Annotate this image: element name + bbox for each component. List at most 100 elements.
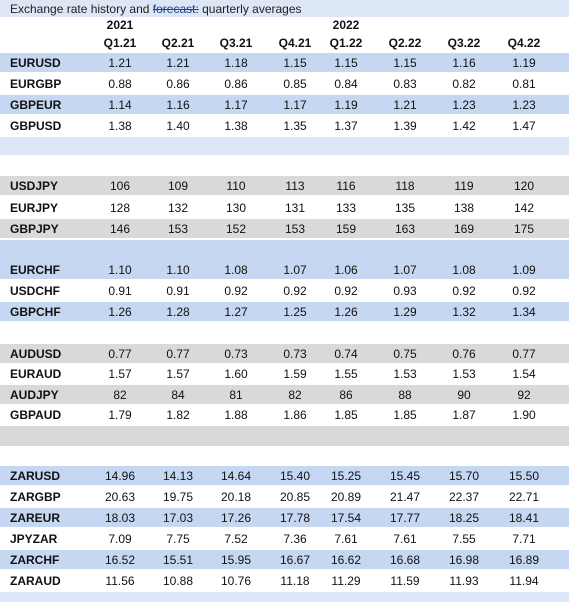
rate-cell: 7.61 <box>393 532 417 546</box>
currency-pair-label: ZARUSD <box>10 469 60 483</box>
rate-cell: 1.21 <box>166 56 190 70</box>
rate-cell: 119 <box>454 179 474 193</box>
rate-cell: 7.36 <box>283 532 307 546</box>
rate-cell: 1.57 <box>108 367 132 381</box>
rate-cell: 0.77 <box>512 347 536 361</box>
rate-cell: 0.74 <box>334 347 358 361</box>
rate-cell: 1.15 <box>283 56 307 70</box>
rate-cell: 0.91 <box>108 284 132 298</box>
rate-cell: 0.85 <box>283 77 307 91</box>
rate-cell: 1.10 <box>166 263 190 277</box>
rate-cell: 1.53 <box>393 367 417 381</box>
rate-cell: 11.18 <box>280 574 310 588</box>
rate-cell: 1.21 <box>393 98 417 112</box>
rate-cell: 20.89 <box>330 490 362 504</box>
rate-cell: 0.88 <box>108 77 132 91</box>
rate-cell: 135 <box>394 201 416 215</box>
table-row: AUDJPY 82 84 81 82 86 88 90 92 <box>0 385 569 404</box>
table-row: EURGBP 0.88 0.86 0.86 0.85 0.84 0.83 0.82 0.81 <box>0 74 569 93</box>
rate-cell: 84 <box>171 388 185 402</box>
rate-cell: 138 <box>453 201 475 215</box>
rate-cell: 1.23 <box>452 98 476 112</box>
rate-cell: 17.03 <box>162 511 194 525</box>
rate-cell: 16.67 <box>279 553 311 567</box>
table-row: GBPCHF 1.26 1.28 1.27 1.25 1.26 1.29 1.32 1.34 <box>0 302 569 321</box>
rate-cell: 113 <box>285 179 305 193</box>
rate-cell: 14.13 <box>162 469 194 483</box>
rate-cell: 92 <box>517 388 531 402</box>
rate-cell: 1.10 <box>108 263 132 277</box>
rate-cell: 14.64 <box>220 469 252 483</box>
rate-cell: 1.17 <box>224 98 248 112</box>
rate-cell: 130 <box>225 201 247 215</box>
year-2022-label: 2022 <box>332 18 360 32</box>
rate-cell: 1.82 <box>166 408 190 422</box>
spacer-band <box>0 323 569 344</box>
currency-pair-label: EURJPY <box>10 201 59 215</box>
rate-cell: 1.40 <box>166 119 190 133</box>
rate-cell: 0.92 <box>452 284 476 298</box>
rate-cell: 86 <box>339 388 353 402</box>
rate-cell: 0.82 <box>452 77 476 91</box>
rate-cell: 169 <box>453 222 475 236</box>
rate-cell: 110 <box>226 179 246 193</box>
rate-cell: 1.88 <box>224 408 248 422</box>
table-row: EURJPY 128 132 130 131 133 135 138 142 <box>0 198 569 217</box>
currency-pair-label: EURGBP <box>10 77 62 91</box>
quarter-header: Q2.22 <box>388 36 422 50</box>
quarter-header: Q2.21 <box>161 36 195 50</box>
spacer-band <box>0 426 569 446</box>
rate-cell: 131 <box>284 201 306 215</box>
rate-cell: 15.50 <box>508 469 540 483</box>
title-text: Exchange rate history and <box>10 2 153 16</box>
rate-cell: 109 <box>167 179 189 193</box>
table-row: ZARUSD 14.96 14.13 14.64 15.40 15.25 15.45 15.7… <box>0 466 569 485</box>
rate-cell: 0.83 <box>393 77 417 91</box>
rate-cell: 1.16 <box>166 98 190 112</box>
rate-cell: 128 <box>109 201 131 215</box>
rate-cell: 1.07 <box>283 263 307 277</box>
rate-cell: 15.45 <box>389 469 421 483</box>
rate-cell: 142 <box>513 201 535 215</box>
rate-cell: 10.88 <box>162 574 194 588</box>
rate-cell: 1.87 <box>452 408 476 422</box>
table-row: ZARCHF 16.52 15.51 15.95 16.67 16.62 16.68 16.9… <box>0 550 569 569</box>
rate-cell: 0.93 <box>393 284 417 298</box>
rate-cell: 20.85 <box>279 490 311 504</box>
currency-pair-label: USDJPY <box>10 179 59 193</box>
rate-cell: 7.09 <box>108 532 132 546</box>
rate-cell: 1.08 <box>224 263 248 277</box>
rate-cell: 1.42 <box>452 119 476 133</box>
spacer-band <box>0 155 569 176</box>
rate-cell: 1.57 <box>166 367 190 381</box>
rate-cell: 0.91 <box>166 284 190 298</box>
rate-cell: 0.92 <box>512 284 536 298</box>
rate-cell: 1.09 <box>512 263 536 277</box>
rate-cell: 7.52 <box>224 532 248 546</box>
rate-cell: 11.94 <box>509 574 539 588</box>
rate-cell: 1.08 <box>452 263 476 277</box>
currency-pair-label: EURAUD <box>10 367 62 381</box>
rate-cell: 11.56 <box>105 574 135 588</box>
currency-pair-label: GBPAUD <box>10 408 62 422</box>
rate-cell: 1.21 <box>108 56 132 70</box>
rate-cell: 1.32 <box>452 305 476 319</box>
table-row: GBPAUD 1.79 1.82 1.88 1.86 1.85 1.85 1.87 1.90 <box>0 405 569 424</box>
rate-cell: 15.70 <box>448 469 480 483</box>
rate-cell: 7.71 <box>512 532 536 546</box>
table-row: EURUSD 1.21 1.21 1.18 1.15 1.15 1.15 1.16 1.19 <box>0 53 569 72</box>
table-row: USDCHF 0.91 0.91 0.92 0.92 0.92 0.93 0.92 0.92 <box>0 281 569 300</box>
rate-cell: 7.75 <box>166 532 190 546</box>
rate-cell: 11.93 <box>449 574 479 588</box>
rate-cell: 175 <box>513 222 535 236</box>
quarter-header: Q4.22 <box>507 36 541 50</box>
currency-pair-label: AUDJPY <box>10 388 59 402</box>
rate-cell: 90 <box>457 388 471 402</box>
rate-cell: 82 <box>288 388 302 402</box>
rate-cell: 1.90 <box>512 408 536 422</box>
rate-cell: 0.75 <box>393 347 417 361</box>
table-row: ZARAUD 11.56 10.88 10.76 11.18 11.29 11.59 11.9… <box>0 571 569 590</box>
rate-cell: 15.95 <box>220 553 252 567</box>
rate-cell: 20.63 <box>104 490 136 504</box>
